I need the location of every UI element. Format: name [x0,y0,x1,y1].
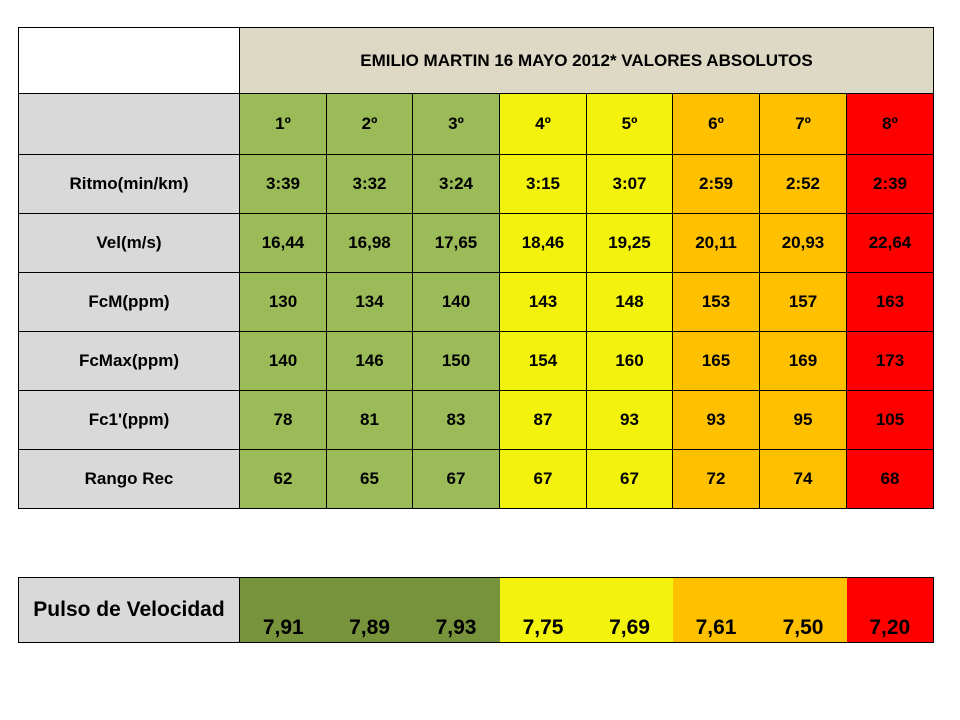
table-cell: 146 [326,331,413,391]
column-header: 8º [846,93,934,155]
pulse-value: 7,91 [239,577,327,643]
table-row: Rango Rec 62 65 67 67 67 72 74 68 [18,449,934,509]
table-cell: 93 [672,390,760,450]
table-cell: 153 [672,272,760,332]
table-cell: 2:59 [672,154,760,214]
table-cell: 134 [326,272,413,332]
table-row: Ritmo(min/km) 3:39 3:32 3:24 3:15 3:07 2:59 2:5… [18,154,934,214]
table-cell: 16,44 [239,213,327,273]
pulse-value: 7,69 [586,577,673,643]
column-header: 6º [672,93,760,155]
table-cell: 83 [412,390,500,450]
column-header: 1º [239,93,327,155]
table-cell: 17,65 [412,213,500,273]
pulse-value: 7,93 [412,577,500,643]
table-cell: 140 [412,272,500,332]
table-cell: 22,64 [846,213,934,273]
header-row: 1º 2º 3º 4º 5º 6º 7º 8º [18,93,934,155]
table-cell: 3:15 [499,154,587,214]
table-cell: 154 [499,331,587,391]
table-cell: 160 [586,331,673,391]
table-cell: 65 [326,449,413,509]
table-cell: 150 [412,331,500,391]
pulse-table: Pulso de Velocidad 7,91 7,89 7,93 7,75 7… [18,577,934,643]
column-header: 3º [412,93,500,155]
pulse-row: Pulso de Velocidad 7,91 7,89 7,93 7,75 7… [18,577,934,643]
row-label: Vel(m/s) [18,213,240,273]
pulse-label: Pulso de Velocidad [18,577,240,643]
table-title: EMILIO MARTIN 16 MAYO 2012* VALORES ABSO… [239,27,934,94]
row-label: FcM(ppm) [18,272,240,332]
pulse-value: 7,75 [499,577,587,643]
pulse-value: 7,20 [846,577,934,643]
table-cell: 2:52 [759,154,847,214]
title-row: EMILIO MARTIN 16 MAYO 2012* VALORES ABSO… [18,27,934,94]
pulse-value: 7,50 [759,577,847,643]
table-cell: 2:39 [846,154,934,214]
table-cell: 67 [412,449,500,509]
column-header: 2º [326,93,413,155]
table-cell: 169 [759,331,847,391]
table-cell: 67 [586,449,673,509]
table-cell: 157 [759,272,847,332]
table-cell: 20,11 [672,213,760,273]
corner-cell [18,27,240,94]
pulse-value: 7,61 [672,577,760,643]
table-row: Fc1'(ppm) 78 81 83 87 93 93 95 105 [18,390,934,450]
table-cell: 3:32 [326,154,413,214]
table-cell: 3:24 [412,154,500,214]
table-row: FcM(ppm) 130 134 140 143 148 153 157 163 [18,272,934,332]
row-label: FcMax(ppm) [18,331,240,391]
table-cell: 68 [846,449,934,509]
column-header: 5º [586,93,673,155]
table-cell: 95 [759,390,847,450]
row-label: Ritmo(min/km) [18,154,240,214]
table-cell: 93 [586,390,673,450]
table-cell: 87 [499,390,587,450]
table-cell: 165 [672,331,760,391]
table-cell: 16,98 [326,213,413,273]
table-cell: 148 [586,272,673,332]
column-header: 4º [499,93,587,155]
pulse-value: 7,89 [326,577,413,643]
table-cell: 19,25 [586,213,673,273]
table-cell: 20,93 [759,213,847,273]
table-cell: 173 [846,331,934,391]
table-cell: 3:07 [586,154,673,214]
table-cell: 62 [239,449,327,509]
table-cell: 143 [499,272,587,332]
table-cell: 72 [672,449,760,509]
row-label: Fc1'(ppm) [18,390,240,450]
table-cell: 78 [239,390,327,450]
table-cell: 18,46 [499,213,587,273]
table-cell: 3:39 [239,154,327,214]
table-cell: 105 [846,390,934,450]
table-cell: 74 [759,449,847,509]
table-row: FcMax(ppm) 140 146 150 154 160 165 169 173 [18,331,934,391]
table-cell: 130 [239,272,327,332]
table-cell: 81 [326,390,413,450]
table-cell: 67 [499,449,587,509]
table-row: Vel(m/s) 16,44 16,98 17,65 18,46 19,25 20,11 20… [18,213,934,273]
table-cell: 163 [846,272,934,332]
results-table: EMILIO MARTIN 16 MAYO 2012* VALORES ABSO… [18,27,934,509]
header-label-cell [18,93,240,155]
table-cell: 140 [239,331,327,391]
column-header: 7º [759,93,847,155]
row-label: Rango Rec [18,449,240,509]
